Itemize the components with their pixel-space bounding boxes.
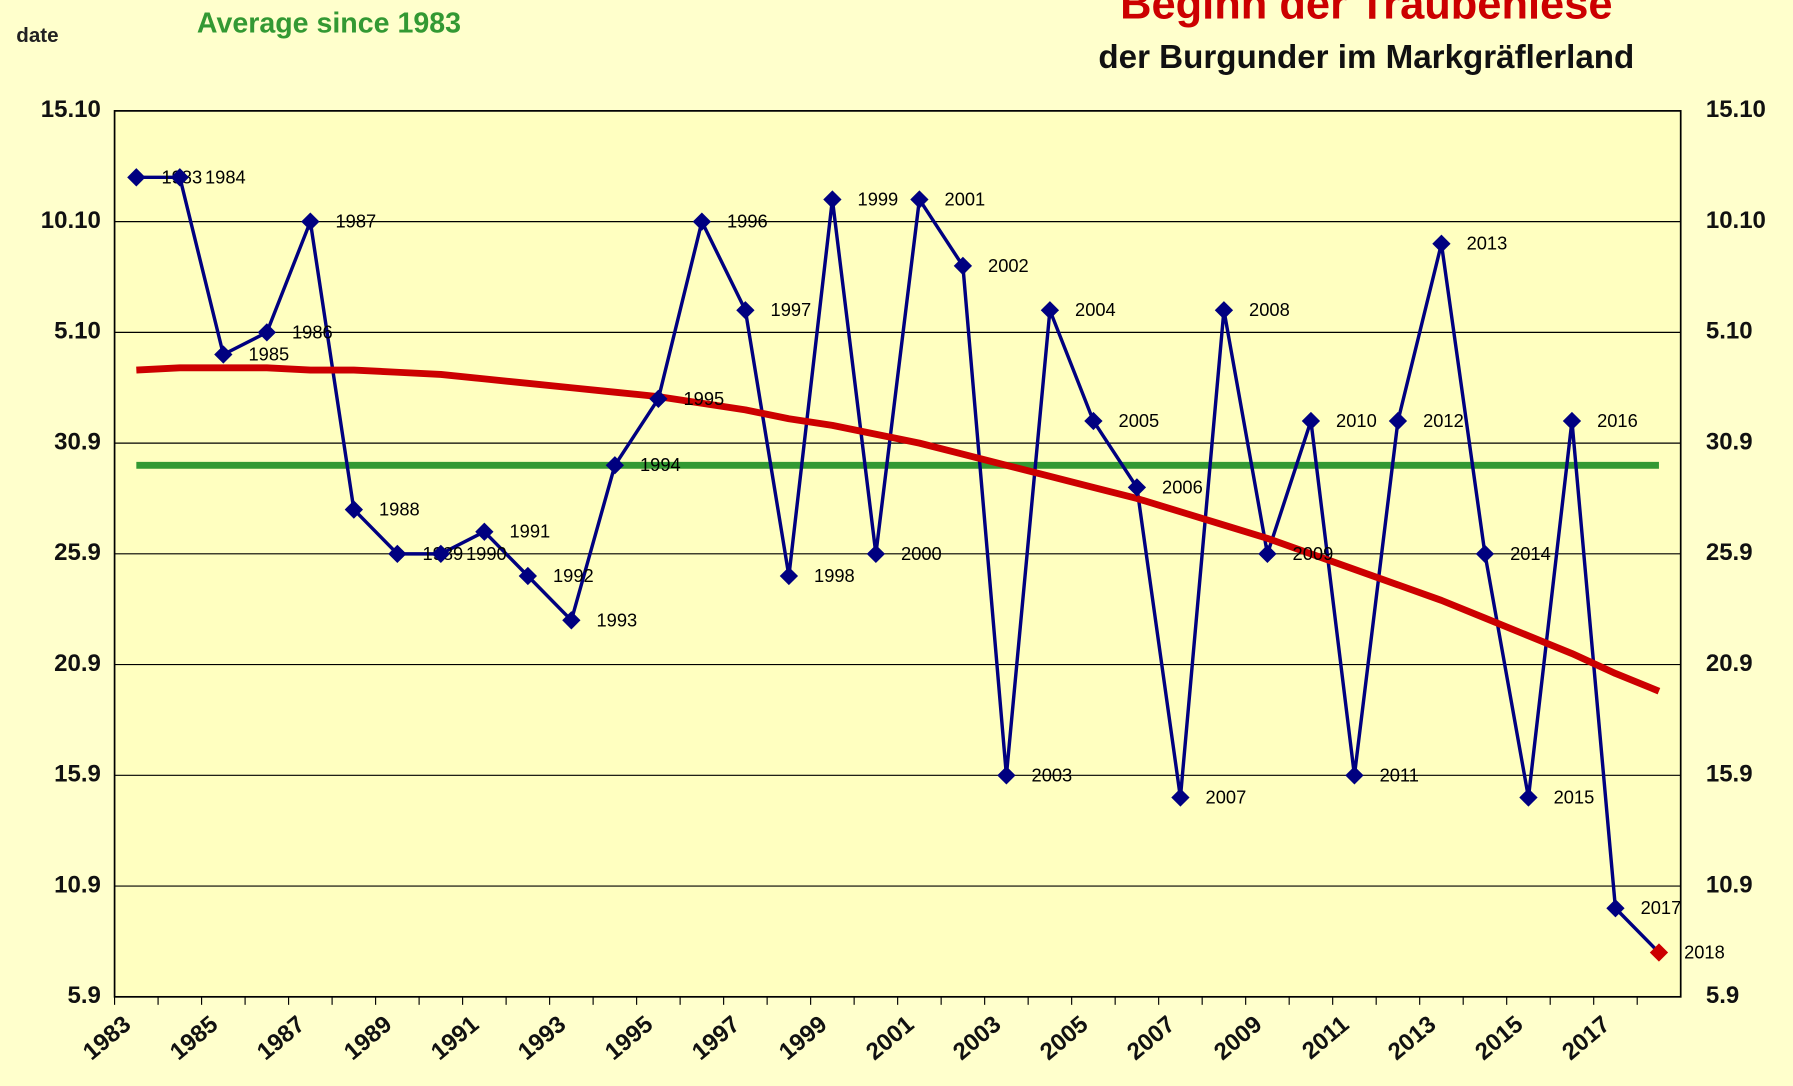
- data-point: [1171, 788, 1190, 807]
- data-point: [997, 766, 1016, 785]
- data-point: [1084, 411, 1103, 431]
- data-label: 1991: [510, 521, 551, 542]
- data-point: [1432, 234, 1451, 253]
- data-label: 1996: [727, 211, 768, 232]
- data-point: [388, 544, 407, 564]
- series-line: [136, 364, 1661, 695]
- data-point: [127, 168, 146, 187]
- data-label: 2002: [988, 255, 1029, 276]
- data-point: [649, 389, 668, 408]
- series-line: [136, 175, 1661, 954]
- data-point: [562, 611, 581, 630]
- data-point: [431, 544, 451, 564]
- data-label: 1997: [771, 299, 812, 320]
- data-label: 1999: [858, 188, 899, 209]
- y-tick-label: 25.9: [54, 539, 101, 566]
- y-axis-label: date: [16, 24, 58, 47]
- data-label: 2013: [1467, 233, 1508, 254]
- data-point: [1345, 766, 1364, 785]
- data-label: 2007: [1206, 786, 1247, 807]
- data-label: 2017: [1641, 897, 1682, 918]
- y2-tick-label: 10.10: [1706, 207, 1766, 234]
- data-point: [518, 566, 538, 586]
- y2-tick-label: 25.9: [1706, 539, 1753, 566]
- data-label: 2009: [1293, 543, 1334, 564]
- average-label: Average since 1983: [197, 8, 461, 40]
- data-label: 2016: [1597, 410, 1638, 431]
- y-tick-label: 30.9: [54, 428, 101, 455]
- data-label: 2011: [1380, 764, 1419, 785]
- data-point: [1606, 899, 1625, 918]
- y2-tick-label: 5.10: [1706, 318, 1753, 345]
- data-point: [475, 522, 494, 541]
- data-point: [257, 323, 276, 342]
- data-point: [605, 456, 625, 475]
- y2-tick-label: 15.9: [1706, 761, 1753, 788]
- data-point: [1040, 301, 1060, 320]
- data-label: 1987: [335, 211, 376, 232]
- data-label: 2003: [1032, 764, 1073, 785]
- y-tick-label: 10.9: [54, 871, 101, 898]
- data-point: [692, 212, 712, 231]
- y-tick-label: 15.9: [54, 761, 101, 788]
- data-point: [823, 190, 842, 209]
- y2-tick-label: 10.9: [1706, 871, 1753, 898]
- data-label: 2000: [901, 543, 942, 564]
- data-label: 1993: [597, 609, 638, 630]
- data-point: [344, 500, 363, 519]
- data-point: [170, 168, 189, 187]
- y-tick-label: 5.9: [67, 982, 100, 1009]
- data-point: [1258, 544, 1277, 564]
- data-label: 2008: [1249, 299, 1290, 320]
- data-point: [1301, 411, 1321, 431]
- y2-tick-label: 20.9: [1706, 650, 1753, 677]
- data-point: [779, 566, 799, 586]
- y-tick-label: 10.10: [41, 207, 101, 234]
- data-point: [866, 544, 886, 564]
- data-label: 2014: [1510, 543, 1551, 564]
- y2-tick-label: 15.10: [1706, 96, 1766, 123]
- data-point: [736, 301, 755, 320]
- chart-subtitle: der Burgunder im Markgräflerland: [1098, 39, 1634, 76]
- data-label: 1992: [553, 565, 594, 586]
- data-point: [1562, 411, 1582, 431]
- data-point: [301, 212, 320, 231]
- data-label: 1988: [379, 499, 420, 520]
- data-label: 2015: [1554, 786, 1595, 807]
- data-label: 2006: [1162, 476, 1203, 497]
- y2-tick-label: 5.9: [1706, 982, 1739, 1009]
- data-point: [910, 190, 929, 209]
- data-point: [1475, 544, 1495, 564]
- data-label: 1986: [292, 321, 333, 342]
- data-label: 1984: [205, 166, 246, 187]
- data-label: 2004: [1075, 299, 1116, 320]
- data-point: [1649, 943, 1669, 962]
- data-label: 2018: [1684, 942, 1725, 963]
- data-label: 2005: [1119, 410, 1160, 431]
- data-label: 2001: [945, 188, 986, 209]
- data-label: 1985: [248, 343, 289, 364]
- data-label: 1995: [684, 388, 725, 409]
- data-point: [1214, 301, 1234, 320]
- y2-tick-label: 30.9: [1706, 428, 1753, 455]
- data-label: 1994: [640, 454, 681, 475]
- data-label: 1990: [466, 543, 507, 564]
- data-point: [214, 345, 233, 364]
- data-point: [1519, 788, 1538, 807]
- data-label: 2010: [1336, 410, 1377, 431]
- y-tick-label: 15.10: [41, 96, 101, 123]
- data-label: 1998: [814, 565, 855, 586]
- chart-title: Beginn der Traubenlese: [1120, 0, 1612, 28]
- data-point: [1127, 478, 1147, 497]
- data-point: [953, 256, 973, 276]
- data-point: [1388, 411, 1408, 431]
- y-tick-label: 5.10: [54, 318, 101, 345]
- y-tick-label: 20.9: [54, 650, 101, 677]
- data-label: 2012: [1423, 410, 1464, 431]
